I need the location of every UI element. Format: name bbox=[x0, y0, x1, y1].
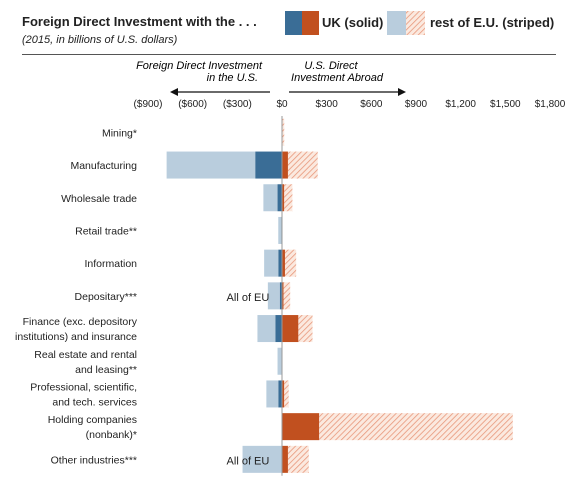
x-tick-label: $1,800 bbox=[535, 99, 566, 110]
category-label: Wholesale trade bbox=[61, 193, 137, 205]
bar-uk-abroad bbox=[282, 151, 288, 179]
category-label: Manufacturing bbox=[70, 160, 137, 172]
bars bbox=[166, 118, 513, 473]
x-tick-label: ($300) bbox=[223, 99, 252, 110]
x-tick-label: $300 bbox=[316, 99, 339, 110]
chart-subtitle: (2015, in billions of U.S. dollars) bbox=[22, 34, 178, 46]
bar-uk-abroad bbox=[282, 445, 288, 473]
category-label: Finance (exc. depository bbox=[23, 316, 138, 328]
bar-eu-abroad bbox=[298, 315, 313, 343]
direction-right-label-line1: U.S. Direct bbox=[304, 60, 358, 72]
x-tick-label: $1,200 bbox=[445, 99, 476, 110]
legend-eu-inward-swatch bbox=[387, 11, 406, 35]
category-label: and leasing** bbox=[75, 364, 137, 376]
legend-eu-label: rest of E.U. (striped) bbox=[430, 15, 555, 30]
bar-eu-in-us bbox=[264, 249, 279, 277]
bar-eu-in-us bbox=[266, 380, 279, 408]
bar-uk-abroad bbox=[282, 282, 284, 310]
legend-uk-inward-swatch bbox=[285, 11, 302, 35]
legend-uk-label: UK (solid) bbox=[322, 15, 384, 30]
x-tick-label: ($900) bbox=[134, 99, 163, 110]
category-label: Information bbox=[84, 258, 137, 270]
bar-uk-in-us bbox=[275, 315, 282, 343]
x-tick-label: $1,500 bbox=[490, 99, 521, 110]
bar-eu-abroad bbox=[282, 118, 285, 146]
category-labels: Mining* Manufacturing Wholesale trade Retai… bbox=[15, 127, 138, 466]
category-label: Depositary*** bbox=[75, 291, 137, 303]
annotation-label: All of EU bbox=[227, 292, 270, 304]
bar-eu-in-us bbox=[166, 151, 256, 179]
bar-uk-in-us bbox=[278, 249, 282, 277]
category-label: Real estate and rental bbox=[34, 349, 137, 361]
category-label: institutions) and insurance bbox=[15, 331, 137, 343]
legend bbox=[285, 11, 425, 35]
direction-left-label-line1: Foreign Direct Investment bbox=[136, 60, 263, 72]
bar-uk-abroad bbox=[282, 315, 299, 343]
category-label: Other industries*** bbox=[51, 454, 137, 466]
category-label: Professional, scientific, bbox=[30, 381, 137, 393]
bar-uk-in-us bbox=[277, 184, 282, 212]
category-label: (nonbank)* bbox=[86, 429, 137, 441]
x-tick-label: ($600) bbox=[178, 99, 207, 110]
x-tick-label: $600 bbox=[360, 99, 383, 110]
category-label: Retail trade** bbox=[75, 225, 137, 237]
header-divider bbox=[22, 54, 556, 55]
bar-eu-in-us bbox=[267, 282, 280, 310]
bar-eu-in-us bbox=[263, 184, 278, 212]
bar-eu-abroad bbox=[319, 413, 513, 441]
legend-eu-outward-swatch bbox=[406, 11, 425, 35]
bar-eu-abroad bbox=[284, 249, 297, 277]
legend-uk-outward-swatch bbox=[302, 11, 319, 35]
bar-uk-in-us bbox=[279, 282, 282, 310]
bar-uk-in-us bbox=[255, 151, 282, 179]
x-tick-label: $900 bbox=[405, 99, 428, 110]
bar-eu-abroad bbox=[284, 184, 293, 212]
category-label: Mining* bbox=[102, 127, 137, 139]
annotations: All of EU All of EU bbox=[227, 292, 270, 468]
bar-uk-in-us bbox=[278, 380, 282, 408]
direction-indicator bbox=[170, 88, 406, 96]
category-label: Holding companies bbox=[48, 414, 137, 426]
x-tick-label: $0 bbox=[276, 99, 288, 110]
bar-uk-abroad bbox=[282, 413, 320, 441]
bar-eu-abroad bbox=[287, 151, 318, 179]
annotation-label: All of EU bbox=[227, 455, 270, 467]
chart-title: Foreign Direct Investment with the . . . bbox=[22, 14, 257, 29]
bar-uk-abroad bbox=[282, 184, 285, 212]
bar-eu-abroad bbox=[284, 380, 289, 408]
bar-uk-abroad bbox=[282, 249, 285, 277]
bar-eu-abroad bbox=[283, 282, 291, 310]
x-axis-ticks: ($900) ($600) ($300) $0 $300 $600 $900 $1,200 $1… bbox=[134, 99, 566, 110]
direction-right-label-line2: Investment Abroad bbox=[291, 72, 384, 84]
direction-left-label-line2: in the U.S. bbox=[207, 72, 258, 84]
bar-eu-in-us bbox=[242, 445, 282, 473]
category-label: and tech. services bbox=[52, 396, 137, 408]
bar-uk-abroad bbox=[282, 380, 285, 408]
bar-eu-in-us bbox=[278, 216, 282, 244]
bar-eu-in-us bbox=[257, 315, 276, 343]
bar-eu-abroad bbox=[287, 445, 309, 473]
bar-eu-in-us bbox=[277, 347, 282, 375]
